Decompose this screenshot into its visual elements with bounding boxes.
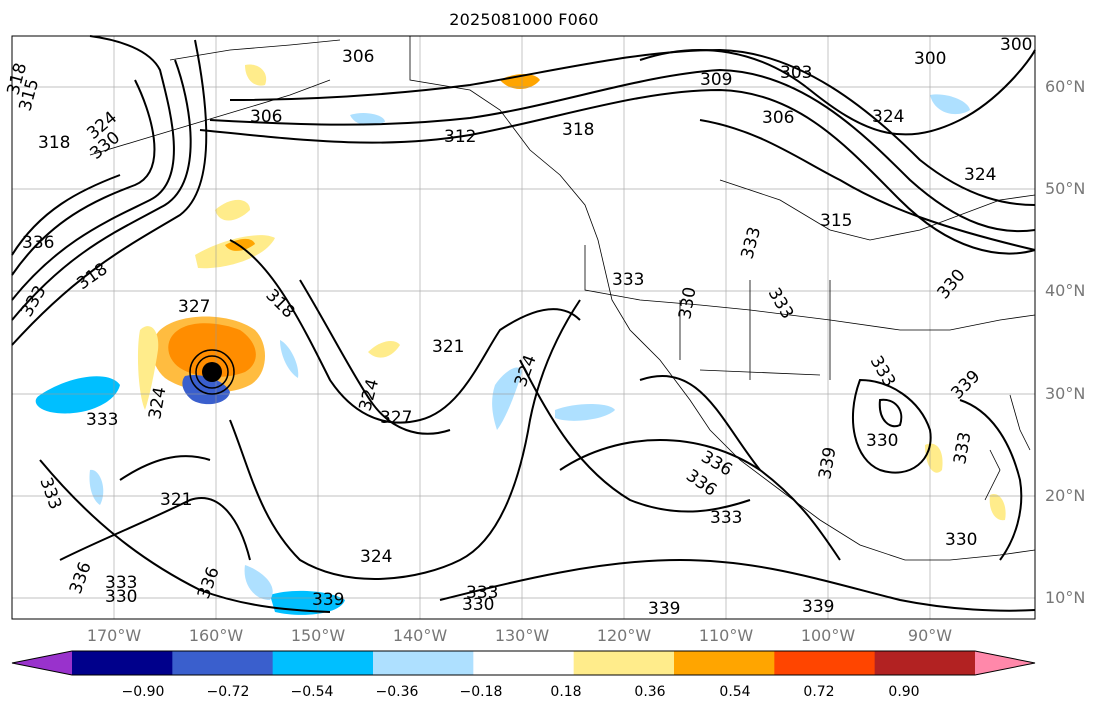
colorbar-segments [11, 650, 1036, 676]
contour-label: 333 [710, 508, 742, 528]
colorbar-tick-label: −0.36 [375, 684, 419, 700]
colorbar-outline [11, 650, 1036, 676]
latitude-label: 30°N [1045, 384, 1086, 403]
cold-anomaly-7 [280, 340, 299, 378]
contour-label: 306 [762, 108, 794, 128]
cold-anomaly-core [182, 374, 230, 405]
contour-label: 333 [466, 583, 498, 603]
colorbar-segment [473, 651, 575, 675]
warm-anomaly-1 [215, 199, 250, 221]
warm-anomaly-7 [137, 326, 159, 410]
contour-label: 324 [360, 547, 392, 567]
cold-anomaly-3 [244, 565, 273, 600]
contour-label: 327 [178, 297, 210, 317]
colorbar-segment [272, 651, 374, 675]
warm-anomaly-2 [195, 235, 275, 269]
colorbar-tick-label: 0.90 [888, 684, 920, 700]
contour-label: 312 [444, 127, 476, 147]
cold-anomaly-1 [35, 376, 120, 414]
latitude-label: 10°N [1045, 588, 1086, 607]
contour-label: 330 [462, 595, 494, 615]
contour-label: 339 [802, 597, 834, 617]
contour-value-labels: 306 312 318 324 330 336 333 327 321 315 … [22, 35, 1032, 619]
colorbar-segment [774, 651, 876, 675]
colorbar-tick-label: 0.54 [719, 684, 751, 700]
contour-label: 309 [700, 70, 732, 90]
longitude-label: 160°W [188, 626, 244, 645]
longitude-label: 120°W [596, 626, 652, 645]
latitude-label: 60°N [1045, 77, 1086, 96]
longitude-label: 100°W [800, 626, 856, 645]
contour-label: 330 [945, 530, 977, 550]
contour-label: 333 [612, 270, 644, 290]
latitude-label: 50°N [1045, 179, 1086, 198]
warm-anomaly-5 [368, 340, 400, 358]
warm-anomaly-6 [925, 443, 943, 473]
contour-label: 336 [22, 233, 54, 253]
contour-label: 327 [380, 408, 412, 428]
contour-label: 300 [914, 49, 946, 69]
contour-label: 315 [820, 211, 852, 231]
longitude-label: 130°W [494, 626, 550, 645]
colorbar-extend-min [12, 651, 72, 675]
storm-center-marker [189, 349, 235, 395]
colorbar-tick-label: 0.36 [634, 684, 666, 700]
contour-label: 339 [312, 590, 344, 610]
colorbar-segment [674, 651, 775, 675]
coastlines [89, 36, 1036, 561]
contour-label: 330 [105, 587, 137, 607]
map-title: 2025081000 F060 [449, 10, 599, 29]
contour-label: 318 [38, 133, 70, 153]
warm-anomaly-ring [152, 316, 266, 393]
colorbar-segment [573, 651, 675, 675]
contour-label: 324 [872, 107, 904, 127]
warm-anomaly-9 [989, 494, 1006, 521]
contour-label: 303 [780, 63, 812, 83]
longitude-label: 90°W [907, 626, 953, 645]
colorbar-tick-label: 0.18 [550, 684, 582, 700]
contour-label: 306 [250, 107, 282, 127]
colorbar [11, 650, 1036, 676]
latitude-label: 40°N [1045, 281, 1086, 300]
colorbar-tick-label: −0.90 [121, 684, 165, 700]
colorbar-segment [72, 651, 173, 675]
colorbar-segment [874, 651, 976, 675]
cold-anomaly-6 [930, 94, 970, 115]
cold-anomaly-9 [350, 112, 385, 126]
colorbar-segment [172, 651, 274, 675]
contour-label: 333 [105, 573, 137, 593]
longitude-label: 110°W [698, 626, 754, 645]
contour-label: 339 [648, 599, 680, 619]
colorbar-tick-label: −0.54 [290, 684, 334, 700]
longitude-label: 170°W [86, 626, 142, 645]
colorbar-tick-label: 0.72 [803, 684, 835, 700]
graticule [12, 36, 1035, 619]
latitude-label: 20°N [1045, 486, 1086, 505]
contour-label: 330 [866, 431, 898, 451]
contour-label: 324 [964, 165, 996, 185]
colorbar-tick-label: −0.18 [459, 684, 503, 700]
contour-label: 300 [1000, 35, 1032, 55]
contour-label: 306 [342, 47, 374, 67]
longitude-label: 140°W [392, 626, 448, 645]
longitude-label: 150°W [290, 626, 346, 645]
contour-label: 321 [432, 337, 464, 357]
colorbar-segment [373, 651, 474, 675]
contour-label: 333 [86, 410, 118, 430]
cold-anomaly-4 [555, 404, 615, 421]
colorbar-extend-max [975, 651, 1035, 675]
contour-lines [11, 35, 1036, 613]
warm-anomaly-8 [245, 64, 267, 86]
cold-anomaly-5 [492, 367, 522, 430]
colorbar-tick-label: −0.72 [206, 684, 250, 700]
map-frame [11, 35, 1036, 620]
contour-label: 321 [160, 490, 192, 510]
contour-label: 318 [562, 120, 594, 140]
